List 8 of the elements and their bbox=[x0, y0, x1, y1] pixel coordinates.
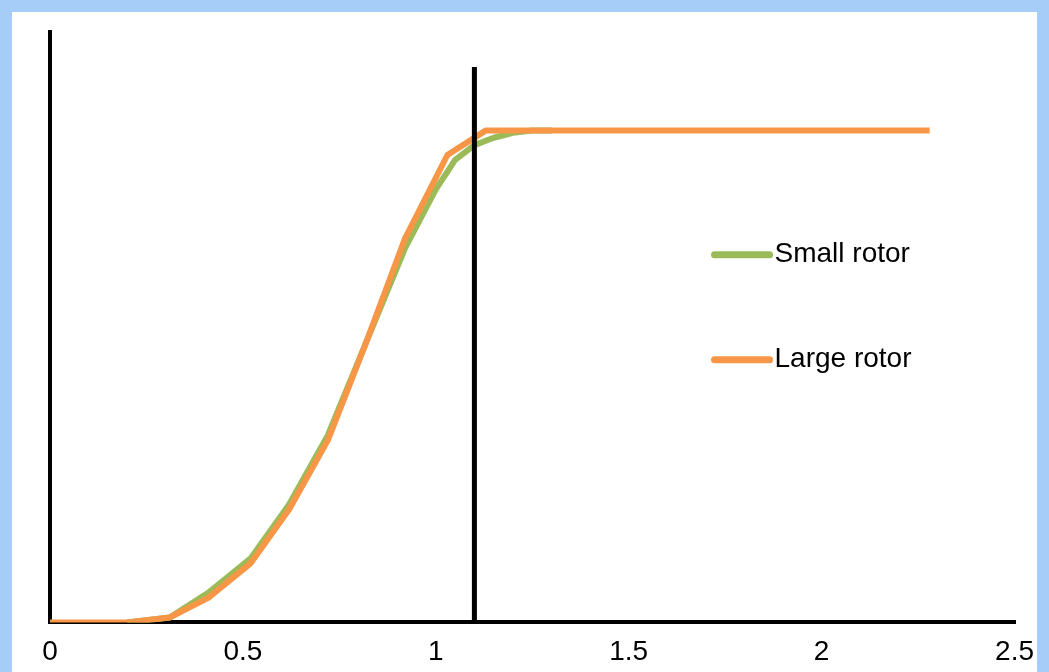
legend-label: Large rotor bbox=[774, 342, 912, 374]
x-tick-label: 2.5 bbox=[995, 634, 1035, 666]
legend-label: Small rotor bbox=[774, 237, 910, 269]
x-tick-label: 0 bbox=[42, 634, 58, 666]
x-tick-label: 1.5 bbox=[609, 634, 649, 666]
x-tick-label: 0.5 bbox=[223, 634, 263, 666]
x-tick-label: 1 bbox=[428, 634, 444, 666]
x-tick-label: 2 bbox=[813, 634, 830, 666]
